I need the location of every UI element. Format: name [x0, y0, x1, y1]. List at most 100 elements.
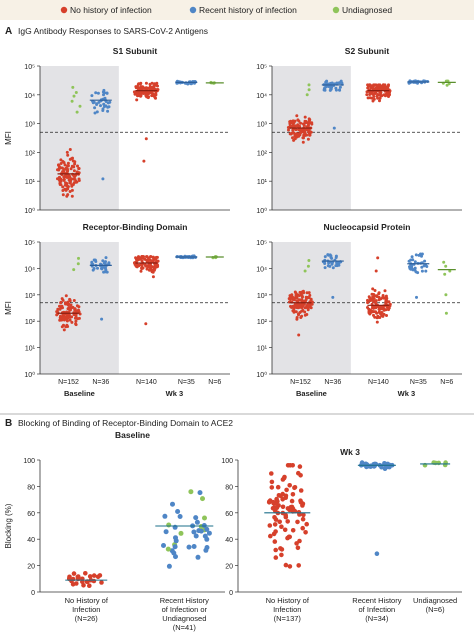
data-point: [307, 88, 311, 92]
data-point: [300, 295, 304, 299]
data-point: [413, 260, 417, 264]
data-point: [413, 266, 417, 270]
data-point: [420, 265, 424, 269]
y-tick-label: 20: [27, 564, 35, 571]
y-tick-label: 20: [225, 564, 233, 571]
data-point: [175, 509, 181, 514]
data-point: [291, 295, 294, 299]
data-point: [133, 261, 137, 265]
data-point: [297, 313, 300, 317]
data-point: [156, 264, 160, 268]
data-point: [57, 165, 61, 168]
data-point: [195, 554, 201, 560]
data-point: [303, 269, 307, 273]
data-point: [384, 301, 388, 305]
data-point: [70, 177, 73, 181]
x-count-label: N=36: [324, 379, 341, 386]
data-point: [371, 287, 375, 291]
data-point: [288, 132, 292, 136]
x-group-count: (N=6): [426, 605, 445, 614]
x-count-label: N=35: [178, 379, 195, 386]
data-point: [101, 90, 105, 94]
panel-s1-subunit: S1 Subunit 10⁰ 10¹ 10² 10³ 10⁴ 10⁵ MFI: [4, 46, 230, 215]
data-point: [375, 295, 379, 299]
legend: No history of infection Recent history o…: [0, 0, 474, 20]
data-point: [368, 83, 372, 87]
data-point: [202, 515, 207, 521]
data-point: [153, 267, 157, 270]
data-point: [71, 183, 75, 186]
data-point: [381, 314, 385, 318]
data-point: [305, 291, 309, 295]
data-point: [370, 96, 374, 100]
y-tick-label: 80: [225, 484, 233, 491]
data-point: [72, 299, 76, 302]
data-point: [386, 300, 390, 304]
data-point: [148, 265, 151, 269]
data-point: [375, 320, 379, 324]
panel-title: Wk 3: [340, 447, 360, 457]
y-axis-label: Blocking (%): [4, 503, 13, 548]
data-point: [101, 177, 105, 181]
data-point: [60, 325, 64, 329]
data-point: [171, 550, 177, 556]
data-point: [294, 541, 299, 546]
data-point: [298, 500, 304, 505]
data-point: [365, 93, 369, 97]
data-point: [61, 189, 65, 192]
data-point: [323, 266, 327, 270]
data-point: [146, 256, 150, 260]
data-point: [330, 256, 334, 260]
data-point: [297, 119, 301, 123]
data-point: [329, 254, 333, 258]
data-point: [60, 166, 64, 170]
data-point: [69, 578, 74, 584]
data-point: [374, 86, 378, 90]
data-point: [93, 106, 97, 110]
data-point: [141, 266, 145, 270]
data-point: [150, 265, 154, 269]
panel-title: S2 Subunit: [345, 46, 390, 56]
data-point: [103, 96, 107, 100]
data-point: [271, 531, 277, 537]
data-point: [135, 258, 139, 262]
data-point: [77, 167, 81, 170]
data-point: [99, 104, 102, 108]
data-point: [75, 180, 79, 184]
data-point: [188, 489, 194, 495]
data-point: [448, 269, 452, 273]
data-point: [374, 299, 378, 303]
data-point: [56, 308, 60, 311]
data-point: [323, 255, 327, 259]
data-point: [330, 262, 334, 266]
data-point: [381, 294, 385, 297]
data-point: [376, 256, 380, 260]
data-point: [66, 153, 70, 157]
panel-title: Nucleocapsid Protein: [324, 222, 411, 232]
data-point: [69, 167, 73, 171]
legend-swatch-undiagnosed: [332, 6, 340, 14]
data-point: [410, 255, 414, 259]
x-group-label: of Infection or: [162, 605, 208, 614]
data-point: [59, 158, 63, 162]
data-point: [139, 269, 143, 273]
data-point: [61, 298, 65, 302]
data-point: [105, 91, 109, 95]
data-point: [338, 88, 341, 92]
data-point: [384, 294, 388, 298]
data-point: [371, 86, 375, 90]
data-point: [162, 513, 168, 519]
data-point: [444, 293, 448, 297]
data-point: [294, 310, 298, 314]
data-point: [59, 301, 63, 305]
data-point: [306, 121, 310, 125]
data-point: [407, 259, 411, 263]
data-point: [91, 101, 95, 105]
y-tick-label: 10¹: [25, 179, 36, 186]
data-point: [87, 583, 92, 588]
baseline-shading: [40, 66, 119, 210]
data-point: [378, 311, 382, 315]
data-point: [295, 299, 299, 303]
